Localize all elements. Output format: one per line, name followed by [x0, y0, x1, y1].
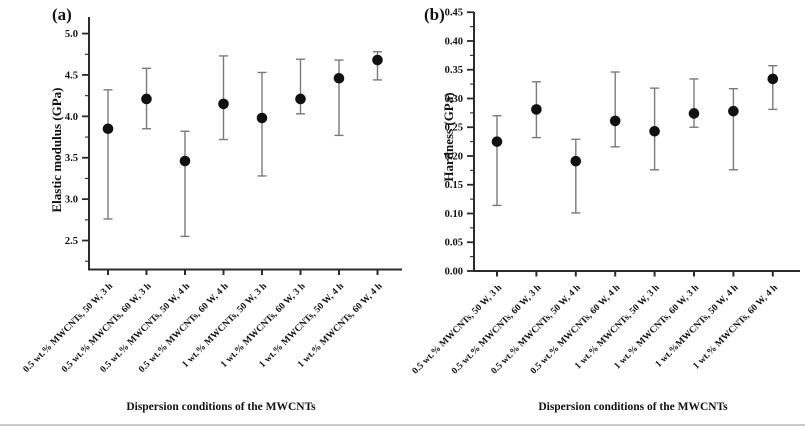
elastic-modulus-axis-title: Elastic modulus (GPa)	[49, 87, 64, 213]
data-point-marker	[372, 54, 383, 66]
y-tick-label: 3.5	[65, 153, 78, 164]
y-tick-label: 3.0	[65, 195, 78, 206]
data-point-marker	[218, 98, 229, 110]
y-tick-label: 0.20	[445, 151, 463, 162]
y-tick-label: 4.0	[65, 112, 78, 123]
hardness-axis-title: Hardness (GPa)	[441, 92, 456, 182]
y-tick-label: 5.0	[65, 29, 78, 40]
data-point-marker	[570, 155, 582, 167]
x-tick-label: 1 wt.%MWCNTs, 50 W, 4 h	[654, 283, 741, 370]
y-tick-label: 0.10	[445, 209, 463, 220]
figure-bottom-border	[0, 424, 805, 426]
data-point-marker	[728, 105, 739, 117]
data-point-marker	[256, 112, 268, 124]
data-point-marker	[491, 136, 503, 147]
y-tick-label: 0.35	[445, 65, 463, 76]
data-point-marker	[767, 73, 779, 85]
y-tick-label: 0.45	[445, 8, 463, 19]
data-point-marker	[333, 72, 345, 84]
y-tick-label: 0.30	[445, 94, 463, 105]
x-tick-label: 1 wt.% MWCNTs, 60 W, 4 h	[296, 281, 385, 370]
panel-a-label: (a)	[52, 5, 72, 24]
y-tick-label: 4.5	[65, 70, 78, 81]
y-tick-label: 0.00	[445, 267, 463, 278]
y-tick-label: 0.25	[445, 123, 463, 134]
x-tick-label: 1 wt.% MWCNTs, 60 W, 4 h	[692, 283, 781, 372]
y-tick-label: 0.40	[445, 36, 463, 47]
data-point-marker	[531, 104, 542, 115]
data-point-marker	[609, 115, 621, 127]
data-point-marker	[179, 155, 191, 167]
data-point-marker	[295, 93, 306, 105]
data-point-marker	[141, 93, 152, 105]
y-tick-label: 0.15	[445, 180, 463, 191]
data-point-marker	[102, 123, 114, 135]
x-axis-title-a: Dispersion conditions of the MWCNTs	[126, 401, 316, 413]
x-axis-title-b: Dispersion conditions of the MWCNTs	[538, 401, 728, 413]
y-tick-label: 2.5	[65, 236, 78, 247]
data-point-marker	[688, 108, 700, 119]
data-point-marker	[649, 125, 660, 137]
panel-b-label: (b)	[424, 5, 445, 24]
y-tick-label: 0.05	[445, 238, 463, 249]
